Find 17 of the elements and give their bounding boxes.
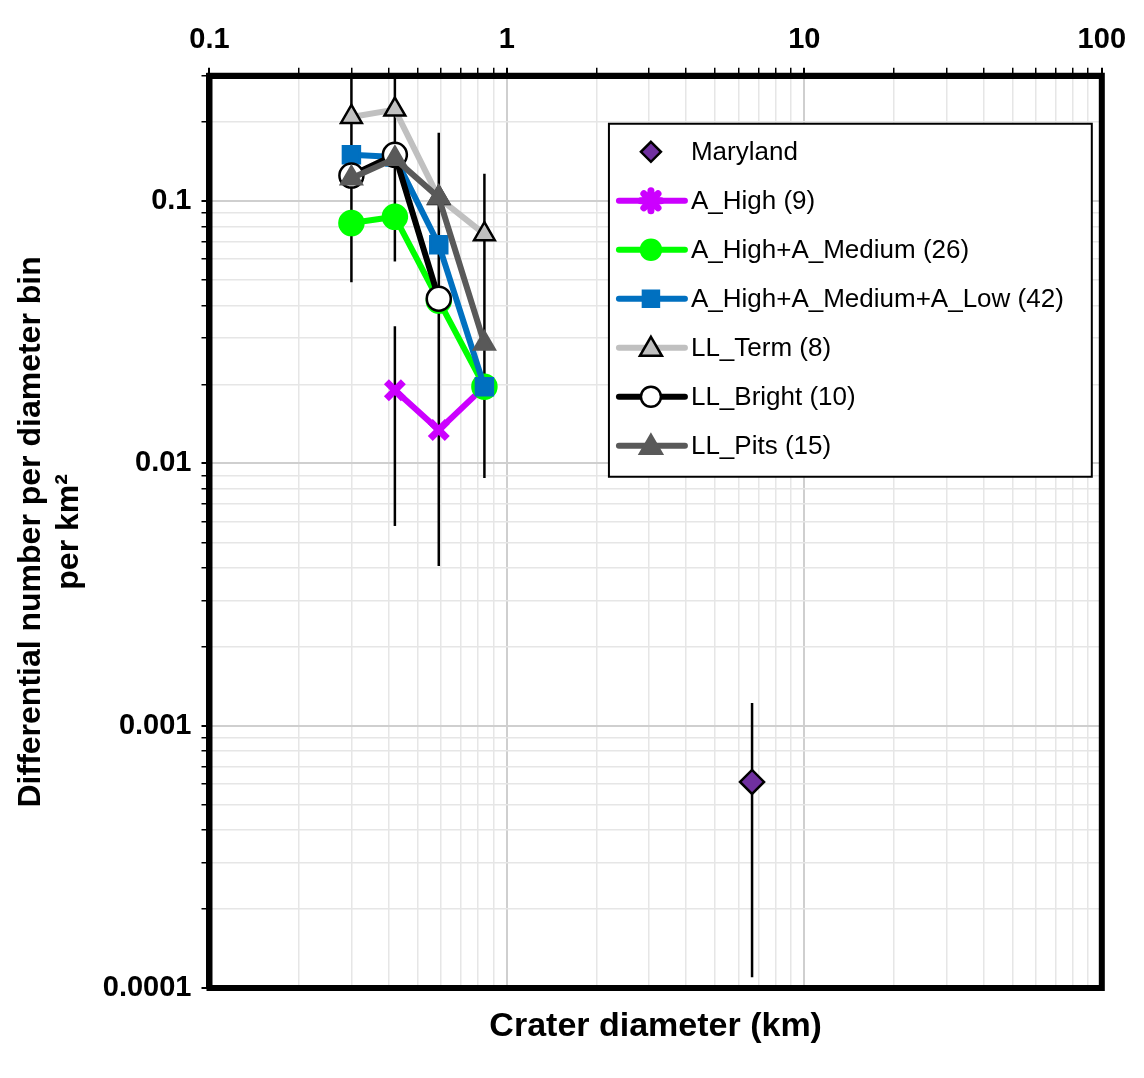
x-tick-label: 0.1 — [189, 22, 230, 55]
y-tick-label: 0.1 — [151, 182, 192, 215]
y-tick-label: 0.01 — [135, 445, 192, 478]
y-tick-label: 0.001 — [118, 707, 192, 740]
legend-label: LL_Bright (10) — [690, 380, 856, 411]
legend-label: A_High+A_Medium+A_Low (42) — [690, 282, 1064, 313]
x-axis-title: Crater diameter (km) — [489, 1005, 822, 1044]
legend-label: LL_Pits (15) — [690, 429, 832, 460]
legend-label: Maryland — [690, 135, 798, 166]
x-tick-label: 100 — [1077, 22, 1126, 55]
y-axis-title: Differential number per diameter bin per km² — [11, 256, 86, 808]
x-tick-label: 1 — [498, 22, 516, 55]
x-tick-label: 10 — [788, 22, 821, 55]
legend-label: A_High (9) — [690, 184, 816, 215]
legend-label: A_High+A_Medium (26) — [690, 233, 970, 264]
legend-label: LL_Term (8) — [690, 331, 832, 362]
y-tick-label: 0.0001 — [102, 970, 192, 1002]
